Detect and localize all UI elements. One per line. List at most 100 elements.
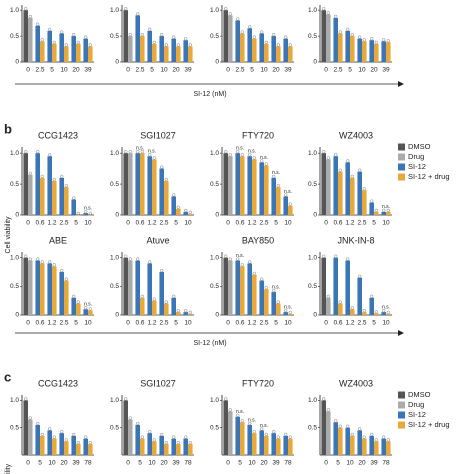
y-tick-label: 0 xyxy=(215,312,219,319)
replicate-dot xyxy=(334,419,338,423)
replicate-dot xyxy=(326,294,330,298)
bar xyxy=(176,312,181,315)
replicate-dot xyxy=(346,424,350,428)
bar xyxy=(88,310,93,315)
y-tick-label: 0.5 xyxy=(10,181,19,188)
annotation: n.s. xyxy=(260,423,268,429)
replicate-dot xyxy=(276,184,280,188)
x-tick-label: 5 xyxy=(74,220,78,227)
replicate-dot xyxy=(240,30,244,34)
x-tick-label: 10 xyxy=(48,460,56,467)
bar xyxy=(276,46,281,62)
replicate-dot xyxy=(140,435,144,439)
x-tick-label: 1.2 xyxy=(345,220,354,227)
replicate-dot xyxy=(128,32,132,37)
x-tick-label: 0 xyxy=(126,220,130,227)
bar xyxy=(159,168,164,215)
bar xyxy=(59,177,64,215)
bar xyxy=(147,433,152,455)
bar xyxy=(228,411,233,455)
x-tick-label: 10 xyxy=(284,320,292,327)
x-tick-label: 20 xyxy=(272,67,280,74)
bar xyxy=(288,313,293,315)
replicate-dot xyxy=(370,294,374,298)
bar xyxy=(223,153,228,215)
replicate-dot xyxy=(60,174,64,179)
bar xyxy=(228,156,233,215)
replicate-dot xyxy=(36,257,40,261)
bar xyxy=(71,36,76,62)
chart-title: FTY720 xyxy=(242,378,274,388)
replicate-dot xyxy=(374,40,378,44)
bar xyxy=(128,419,133,455)
bar xyxy=(147,30,152,62)
replicate-dot xyxy=(358,35,362,39)
replicate-dot xyxy=(350,174,354,179)
bar xyxy=(171,196,176,215)
replicate-dot xyxy=(338,424,342,428)
x-tick-label: 0 xyxy=(26,220,30,227)
replicate-dot xyxy=(188,43,192,47)
x-tick-label: 78 xyxy=(382,460,390,467)
replicate-dot xyxy=(24,397,28,401)
bar xyxy=(362,438,367,455)
y-tick-label: 0.5 xyxy=(10,283,19,290)
bar xyxy=(259,162,264,215)
x-tick-label: 5 xyxy=(150,67,154,74)
chart-title: SGI1027 xyxy=(140,130,176,140)
y-tick-label: 0.5 xyxy=(10,33,19,40)
replicate-dot xyxy=(28,14,32,19)
bar xyxy=(362,312,367,315)
bar xyxy=(345,162,350,215)
x-tick-label: 5 xyxy=(274,320,278,327)
x-tick-label: 10 xyxy=(346,460,354,467)
replicate-dot xyxy=(346,159,350,163)
replicate-dot xyxy=(326,156,330,160)
x-tick-label: 78 xyxy=(84,460,92,467)
bar xyxy=(135,153,140,215)
replicate-dot xyxy=(284,432,288,437)
bar xyxy=(386,211,391,215)
bar xyxy=(176,46,181,62)
replicate-dot xyxy=(136,150,140,154)
replicate-dot xyxy=(52,263,56,267)
bar xyxy=(223,257,228,315)
y-tick-label: 0.5 xyxy=(308,33,317,40)
x-tick-label: 2.5 xyxy=(259,220,268,227)
bar xyxy=(59,33,64,62)
bar xyxy=(183,438,188,455)
replicate-dot xyxy=(60,430,64,434)
bar xyxy=(345,30,350,62)
bar xyxy=(140,438,145,455)
x-tick-label: 1.2 xyxy=(147,220,156,227)
bar xyxy=(374,43,379,62)
replicate-dot xyxy=(160,165,164,169)
bar xyxy=(176,208,181,215)
replicate-dot xyxy=(322,254,326,258)
bar xyxy=(240,33,245,62)
bar xyxy=(171,297,176,315)
bar xyxy=(271,292,276,315)
bar xyxy=(357,38,362,62)
x-tick-label: 10 xyxy=(84,220,92,227)
replicate-dot xyxy=(338,300,342,304)
bar xyxy=(52,438,57,455)
x-tick-label: 1.2 xyxy=(147,320,156,327)
replicate-dot xyxy=(160,32,164,37)
replicate-dot xyxy=(60,30,64,34)
replicate-dot xyxy=(76,211,80,216)
replicate-dot xyxy=(284,309,288,313)
shared-x-label: SI-12 (nM) xyxy=(193,340,226,347)
replicate-dot xyxy=(148,260,152,264)
replicate-dot xyxy=(386,438,390,442)
x-tick-label: 0 xyxy=(226,320,230,327)
bar xyxy=(183,40,188,62)
legend-swatch xyxy=(398,173,405,181)
bar xyxy=(357,171,362,215)
bar xyxy=(47,430,52,455)
bar xyxy=(152,300,157,315)
bar xyxy=(240,422,245,455)
replicate-dot xyxy=(240,263,244,267)
bar xyxy=(135,15,140,62)
replicate-dot xyxy=(136,421,140,426)
